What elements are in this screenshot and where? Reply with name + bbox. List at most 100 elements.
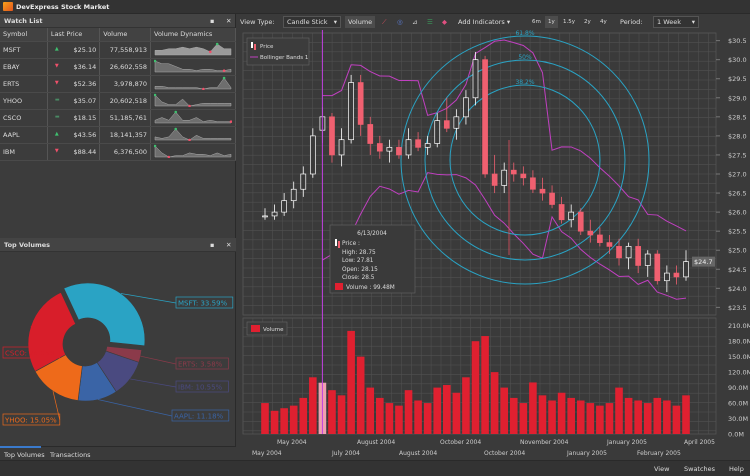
candle[interactable] <box>357 82 364 125</box>
candle[interactable] <box>491 173 498 186</box>
watchlist-row[interactable]: ERTS ▼ $52.36 3,978,870 <box>0 75 236 93</box>
volume-bar[interactable] <box>270 410 279 434</box>
candle[interactable] <box>434 120 441 144</box>
volume-bar[interactable] <box>385 403 394 434</box>
volume-bar[interactable] <box>615 387 623 434</box>
candle[interactable] <box>568 211 575 221</box>
volume-bar[interactable] <box>509 397 518 434</box>
candle[interactable] <box>520 173 527 179</box>
candle[interactable] <box>415 139 421 148</box>
range-1y[interactable]: 1y <box>545 16 558 28</box>
candle[interactable] <box>309 135 316 175</box>
candle[interactable] <box>271 211 278 217</box>
volume-bar[interactable] <box>529 382 537 434</box>
watchlist-row[interactable]: CSCO ▬ $18.15 51,185,761 <box>0 109 236 127</box>
candle[interactable] <box>443 120 450 129</box>
column-header[interactable]: Symbol <box>0 28 48 42</box>
close-icon[interactable]: ✕ <box>226 17 232 25</box>
candle[interactable] <box>386 146 393 152</box>
column-header[interactable]: Volume <box>99 28 151 42</box>
volume-bar[interactable] <box>471 341 480 434</box>
fibonacci-circles-icon[interactable]: ◎ <box>397 18 403 26</box>
candle[interactable] <box>329 116 335 156</box>
stock-chart[interactable]: $30.5 $30.0 $29.5 $29.0 $28.5 $28.0 $27.5 $27.0… <box>237 30 750 460</box>
candle[interactable] <box>367 124 374 144</box>
volume-bar[interactable] <box>280 408 288 434</box>
candle[interactable] <box>281 200 287 213</box>
candle[interactable] <box>549 192 555 205</box>
fibonacci-retracement-icon[interactable]: ☰ <box>427 18 433 26</box>
volume-bar[interactable] <box>567 397 575 434</box>
view-type-dropdown[interactable]: Candle Stick ▾ <box>283 16 341 28</box>
volume-bar[interactable] <box>576 400 585 434</box>
period-dropdown[interactable]: 1 Week ▾ <box>653 16 699 28</box>
close-icon[interactable]: ✕ <box>226 241 232 249</box>
candle[interactable] <box>424 143 431 148</box>
candle[interactable] <box>348 82 354 141</box>
candle[interactable] <box>482 59 488 175</box>
add-indicators-dropdown[interactable]: Add Indicators ▾ <box>458 18 511 26</box>
volume-bar[interactable] <box>328 390 336 434</box>
candle[interactable] <box>683 261 689 278</box>
volume-bar[interactable] <box>433 387 442 434</box>
volume-bar[interactable] <box>481 336 489 434</box>
trendline-icon[interactable]: ⟋ <box>382 18 387 26</box>
candle[interactable] <box>530 177 536 190</box>
pin-icon[interactable]: ▪ <box>210 241 215 249</box>
volume-bar[interactable] <box>500 387 509 434</box>
watchlist-row[interactable]: AAPL ▲ $43.56 18,141,357 <box>0 126 236 144</box>
candle[interactable] <box>338 139 345 156</box>
volume-bar[interactable] <box>337 395 346 434</box>
fibonacci-fan-icon[interactable]: ⊿ <box>412 18 418 26</box>
candle[interactable] <box>376 143 383 152</box>
candle[interactable] <box>558 204 565 221</box>
volume-bar[interactable] <box>643 403 652 434</box>
volume-bar[interactable] <box>289 405 298 434</box>
candle[interactable] <box>606 242 613 247</box>
view-menu[interactable]: View <box>654 465 670 473</box>
volume-bar[interactable] <box>462 377 470 434</box>
volume-bar[interactable] <box>423 403 432 434</box>
tab-transactions[interactable]: Transactions <box>50 451 91 459</box>
volume-bar[interactable] <box>452 392 461 434</box>
volume-bar[interactable] <box>548 400 556 434</box>
volume-bar[interactable] <box>366 387 375 434</box>
pie-slice-msft[interactable] <box>63 282 146 347</box>
volume-bar[interactable] <box>605 403 614 434</box>
candle[interactable] <box>463 97 469 118</box>
candle[interactable] <box>644 253 651 266</box>
candle[interactable] <box>625 246 632 259</box>
swatches-menu[interactable]: Swatches <box>684 465 716 473</box>
range-1-5y[interactable]: 1.5y <box>563 19 576 25</box>
volume-bar[interactable] <box>653 397 662 434</box>
candle[interactable] <box>405 139 412 156</box>
volume-bar[interactable] <box>395 405 403 434</box>
candle[interactable] <box>396 146 402 156</box>
range-6m[interactable]: 6m <box>532 19 541 25</box>
candle[interactable] <box>635 246 642 266</box>
column-header[interactable]: Volume Dynamics <box>150 28 236 42</box>
candle[interactable] <box>597 234 603 243</box>
volume-bar[interactable] <box>586 403 595 434</box>
volume-bar[interactable] <box>519 403 528 434</box>
candle[interactable] <box>539 188 546 194</box>
candle[interactable] <box>616 246 622 259</box>
volume-button[interactable]: Volume <box>345 16 376 28</box>
pin-icon[interactable]: ▪ <box>210 17 215 25</box>
volume-bar[interactable] <box>414 400 422 434</box>
watchlist-row[interactable]: MSFT ▲ $25.10 77,558,913 <box>0 41 236 59</box>
volume-bar[interactable] <box>634 400 642 434</box>
volume-bar[interactable] <box>404 390 413 434</box>
candle[interactable] <box>664 272 670 282</box>
volume-bar[interactable] <box>356 356 365 434</box>
range-2y[interactable]: 2y <box>584 19 591 25</box>
volume-bar[interactable] <box>299 397 308 434</box>
volume-bar[interactable] <box>442 385 451 434</box>
volume-bar[interactable] <box>682 395 690 434</box>
volume-bar[interactable] <box>624 397 633 434</box>
volume-bar[interactable] <box>538 395 547 434</box>
watchlist-row[interactable]: IBM ▼ $88.44 6,376,500 <box>0 143 236 161</box>
candle[interactable] <box>501 169 508 186</box>
candle[interactable] <box>453 116 460 129</box>
volume-bar[interactable] <box>557 392 566 434</box>
